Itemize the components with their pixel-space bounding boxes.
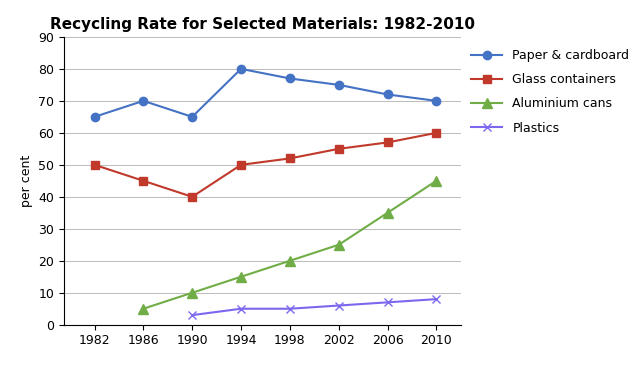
Glass containers [91,163,99,167]
Aluminium cans [286,259,294,263]
Paper & cardboard [335,83,342,87]
Aluminium cans [237,275,245,279]
Plastics [433,297,440,301]
Legend: Paper & cardboard, Glass containers, Aluminium cans, Plastics: Paper & cardboard, Glass containers, Alu… [471,49,629,135]
Paper & cardboard [237,67,245,71]
Paper & cardboard [140,99,147,103]
Plastics [384,300,392,304]
Glass containers [335,146,342,151]
Aluminium cans [188,290,196,295]
Paper & cardboard [433,99,440,103]
Glass containers [433,131,440,135]
Paper & cardboard [384,92,392,97]
Paper & cardboard [286,76,294,81]
Aluminium cans [335,242,342,247]
Line: Glass containers: Glass containers [90,129,440,201]
Aluminium cans [384,211,392,215]
Line: Paper & cardboard: Paper & cardboard [90,65,440,121]
Title: Recycling Rate for Selected Materials: 1982-2010: Recycling Rate for Selected Materials: 1… [50,17,475,32]
Line: Aluminium cans: Aluminium cans [138,176,441,314]
Paper & cardboard [188,115,196,119]
Aluminium cans [140,307,147,311]
Aluminium cans [433,179,440,183]
Y-axis label: per cent: per cent [20,155,33,207]
Paper & cardboard [91,115,99,119]
Line: Plastics: Plastics [188,295,440,319]
Plastics [188,313,196,317]
Glass containers [188,194,196,199]
Plastics [286,307,294,311]
Glass containers [286,156,294,161]
Glass containers [237,163,245,167]
Glass containers [384,140,392,145]
Plastics [237,307,245,311]
Plastics [335,303,342,308]
Glass containers [140,179,147,183]
